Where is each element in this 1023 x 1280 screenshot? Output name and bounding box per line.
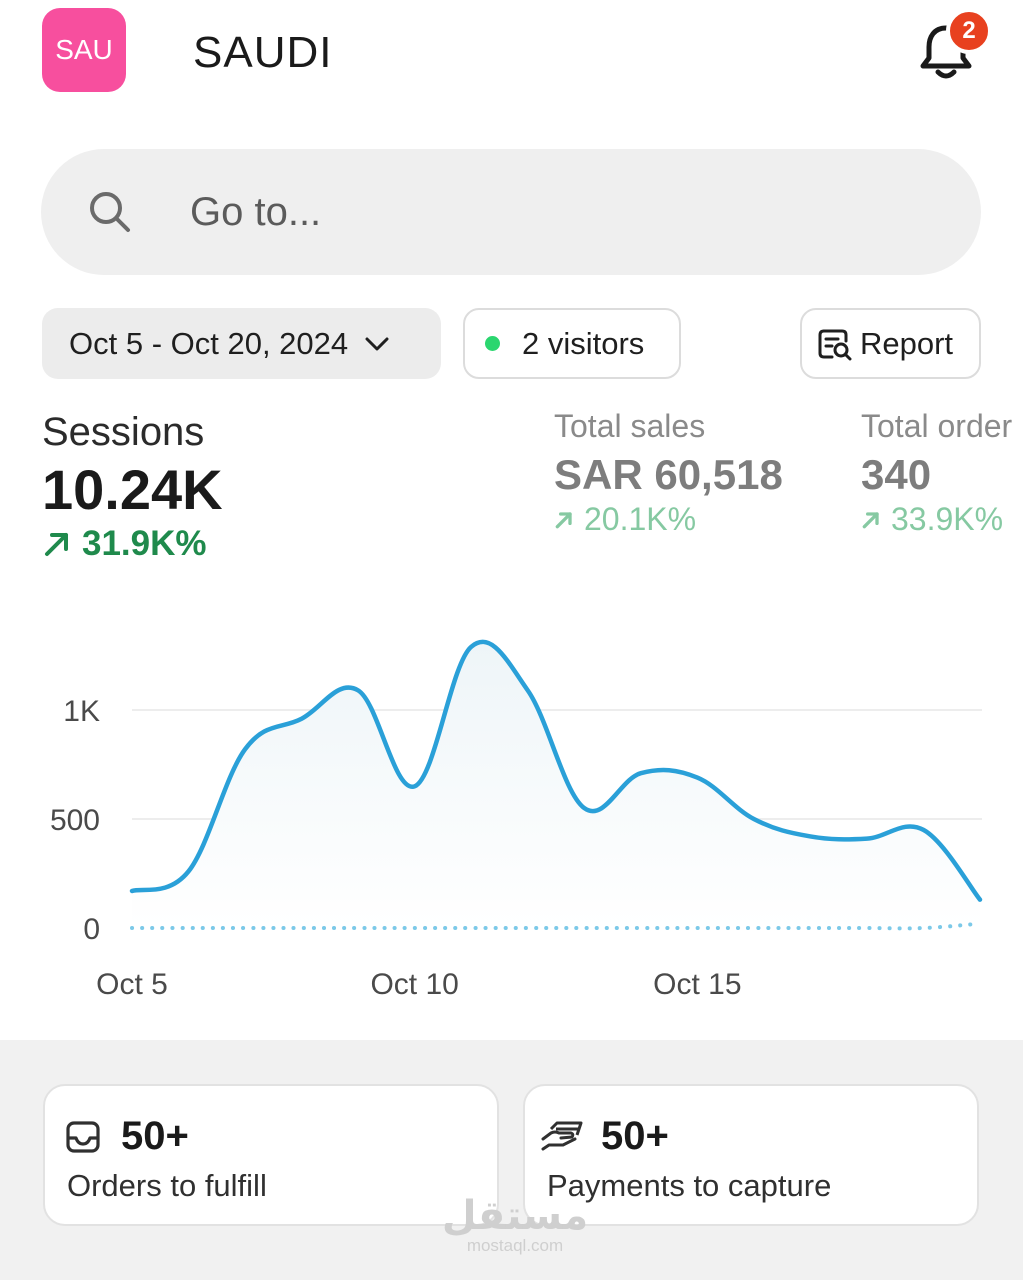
arrow-up-right-icon <box>555 511 572 528</box>
notification-count: 2 <box>962 17 976 44</box>
x-tick-label: Oct 5 <box>96 968 168 1001</box>
total-sales-change: 20.1K% <box>554 501 783 538</box>
x-tick-label: Oct 10 <box>370 968 458 1001</box>
total-orders-change-value: 33.9K% <box>891 501 1004 537</box>
store-logo-text: SAU <box>55 34 113 65</box>
total-orders-value: 340 <box>861 451 932 498</box>
sessions-metric[interactable]: Sessions 10.24K 31.9K% <box>42 410 223 564</box>
payments-to-capture-card[interactable]: 50+ Payments to capture <box>523 1084 979 1226</box>
sessions-label: Sessions <box>42 410 205 454</box>
arrow-up-right-icon <box>45 533 68 556</box>
arrow-up-right-icon <box>862 511 879 528</box>
watermark: مستقل mostaql.com <box>440 1196 590 1256</box>
notification-badge[interactable]: 2 <box>946 8 992 54</box>
orders-to-fulfill-label: Orders to fulfill <box>67 1168 267 1203</box>
live-visitors-button[interactable]: 2 visitors <box>463 308 681 379</box>
store-name: SAUDI <box>193 28 333 77</box>
sessions-change: 31.9K% <box>42 524 223 564</box>
search-icon <box>90 192 130 232</box>
report-icon <box>818 329 852 360</box>
payments-to-capture-value: 50+ <box>601 1114 669 1158</box>
total-orders-change: 33.9K% <box>861 501 1023 538</box>
date-range-label: Oct 5 - Oct 20, 2024 <box>69 325 349 361</box>
total-sales-metric[interactable]: Total sales SAR 60,518 20.1K% <box>554 408 783 538</box>
orders-to-fulfill-card[interactable]: 50+ Orders to fulfill <box>43 1084 499 1226</box>
total-orders-label: Total order <box>861 408 1013 444</box>
y-tick-label: 0 <box>83 913 100 946</box>
payments-to-capture-label: Payments to capture <box>547 1168 832 1203</box>
sessions-change-value: 31.9K% <box>82 524 207 563</box>
y-tick-label: 500 <box>50 804 100 837</box>
store-logo[interactable]: SAU <box>42 8 126 92</box>
watermark-url: mostaql.com <box>466 1236 564 1255</box>
total-sales-label: Total sales <box>554 408 706 444</box>
y-tick-label: 1K <box>63 695 100 728</box>
payment-hand-icon <box>541 1121 583 1150</box>
total-sales-value: SAR 60,518 <box>554 451 783 498</box>
orders-to-fulfill-value: 50+ <box>121 1114 189 1158</box>
sessions-chart: 0 500 1K Oct 5 Oct 10 Oct 15 <box>50 639 983 1001</box>
total-orders-metric[interactable]: Total order 340 33.9K% <box>861 408 1023 538</box>
live-status-dot <box>485 336 500 351</box>
comparison-series-line <box>130 921 982 931</box>
inbox-icon <box>66 1120 100 1153</box>
total-sales-change-value: 20.1K% <box>584 501 697 537</box>
report-label: Report <box>860 325 954 361</box>
chevron-down-icon <box>365 337 389 350</box>
sessions-area-fill <box>132 641 980 928</box>
date-range-selector[interactable]: Oct 5 - Oct 20, 2024 <box>42 308 441 379</box>
search-input[interactable] <box>190 186 890 238</box>
x-tick-label: Oct 15 <box>653 968 741 1001</box>
watermark-arabic: مستقل <box>441 1194 589 1238</box>
sessions-series-line <box>129 639 983 902</box>
sessions-value: 10.24K <box>42 458 223 521</box>
report-button[interactable]: Report <box>800 308 981 379</box>
visitors-label: 2 visitors <box>522 325 645 361</box>
